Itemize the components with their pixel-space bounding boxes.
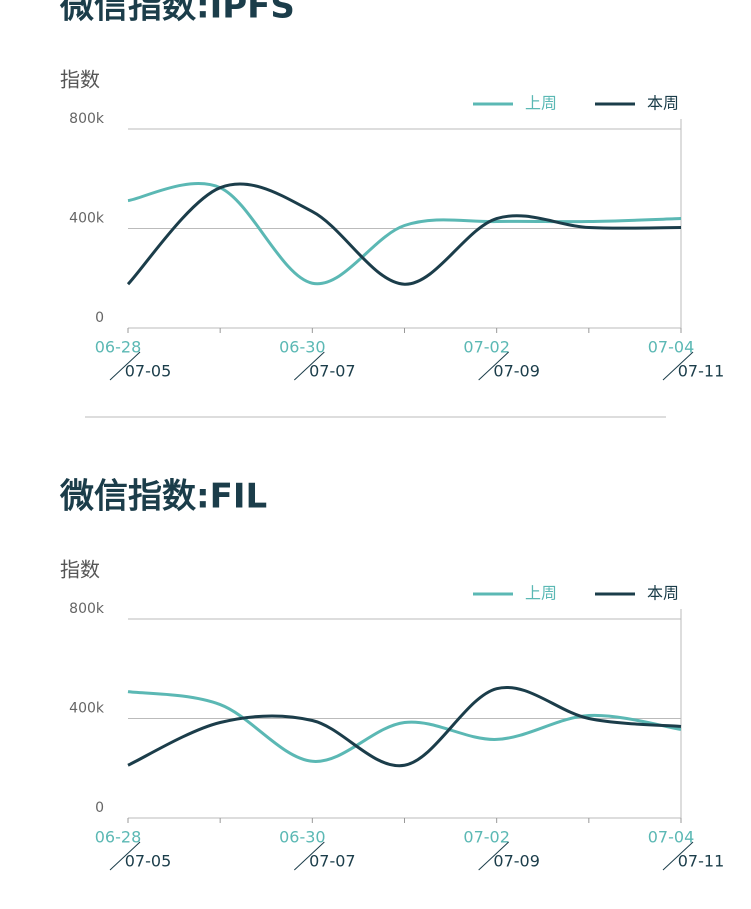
x-tick-label: 06-30 [279, 828, 326, 847]
x-tick-label: 07-02 [463, 828, 510, 847]
x-tick-label: 06-28 [95, 338, 142, 357]
line [127, 182, 682, 286]
slash [293, 841, 325, 871]
x-tick-label-this-week: 07-07 [309, 362, 356, 381]
x-tick-label-this-week: 07-09 [493, 362, 540, 381]
x-tick-label: 06-28 [95, 828, 142, 847]
slash [293, 351, 325, 381]
line [127, 685, 682, 768]
line [126, 182, 682, 286]
x-tick-label-this-week: 07-09 [493, 852, 540, 871]
x-tick-label: 07-04 [648, 338, 695, 357]
slash [478, 351, 510, 381]
y-tick-label: 0 [95, 310, 104, 326]
y-axis-label: 指数 [60, 68, 100, 92]
x-tick-label-this-week: 07-05 [125, 362, 172, 381]
y-tick-label: 400k [69, 701, 105, 717]
line [127, 690, 682, 763]
y-axis-label: 指数 [60, 558, 100, 582]
slash [109, 841, 141, 871]
x-tick-label-this-week: 07-07 [309, 852, 356, 871]
x-tick-label-this-week: 07-11 [678, 362, 725, 381]
legend-label: 本周 [647, 94, 679, 113]
slash [662, 841, 694, 871]
y-tick-label: 400k [69, 211, 105, 227]
x-tick-label-this-week: 07-11 [678, 852, 725, 871]
y-tick-label: 0 [95, 800, 104, 816]
y-tick-label: 800k [69, 601, 105, 617]
y-tick-label: 800k [69, 111, 105, 127]
x-tick-label: 07-04 [648, 828, 695, 847]
x-tick-label: 06-30 [279, 338, 326, 357]
chart-title: 微信指数:IPFS [59, 0, 295, 27]
legend-label: 本周 [647, 584, 679, 603]
slash [478, 841, 510, 871]
legend-label: 上周 [525, 94, 557, 113]
legend-label: 上周 [525, 584, 557, 603]
x-tick-label: 07-02 [463, 338, 510, 357]
x-tick-label-this-week: 07-05 [125, 852, 172, 871]
slash [662, 351, 694, 381]
chart-title: 微信指数:FIL [59, 477, 267, 517]
slash [109, 351, 141, 381]
